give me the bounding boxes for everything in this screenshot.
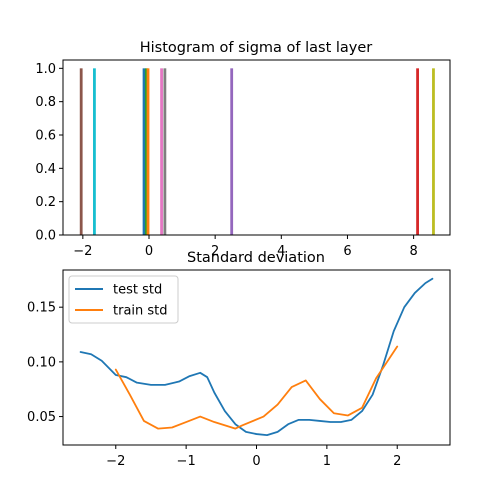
- std-legend: test std train std: [69, 276, 178, 323]
- histogram-bar: [147, 68, 150, 235]
- legend-label-train-std: train std: [113, 304, 168, 319]
- histogram-bar: [163, 68, 166, 235]
- std-y-tick-label: 0.15: [27, 301, 56, 316]
- histogram-y-tick-label: 0.6: [35, 129, 56, 144]
- histogram-x-tick-label: 0: [145, 244, 153, 259]
- histogram-y-tick-label: 0.8: [35, 95, 56, 110]
- std-x-tick-label: −1: [177, 454, 196, 469]
- histogram-x-tick-label: 6: [343, 244, 351, 259]
- std-x-tick-label: −2: [106, 454, 125, 469]
- histogram-y-tick-label: 0.4: [35, 162, 56, 177]
- histogram-bar: [416, 68, 419, 235]
- histogram-bar: [160, 68, 163, 235]
- histogram-bar: [230, 68, 233, 235]
- histogram-title: Histogram of sigma of last layer: [140, 40, 373, 56]
- histogram-y-tick-label: 0.0: [35, 229, 56, 244]
- legend-label-test-std: test std: [113, 283, 162, 298]
- std-x-tick-label: 0: [252, 454, 260, 469]
- histogram-bar: [80, 68, 83, 235]
- std-x-tick-label: 2: [393, 454, 401, 469]
- std-x-tick-label: 1: [323, 454, 331, 469]
- histogram-y-tick-label: 0.2: [35, 195, 56, 210]
- std-y-tick-label: 0.05: [27, 410, 56, 425]
- histogram-x-tick-label: −2: [73, 244, 92, 259]
- histogram-x-tick-label: 8: [409, 244, 417, 259]
- histogram-y-tick-label: 1.0: [35, 62, 56, 77]
- std-title: Standard deviation: [187, 250, 325, 266]
- std-y-tick-label: 0.10: [27, 355, 56, 370]
- histogram-bar: [432, 68, 435, 235]
- histogram-bar: [93, 68, 96, 235]
